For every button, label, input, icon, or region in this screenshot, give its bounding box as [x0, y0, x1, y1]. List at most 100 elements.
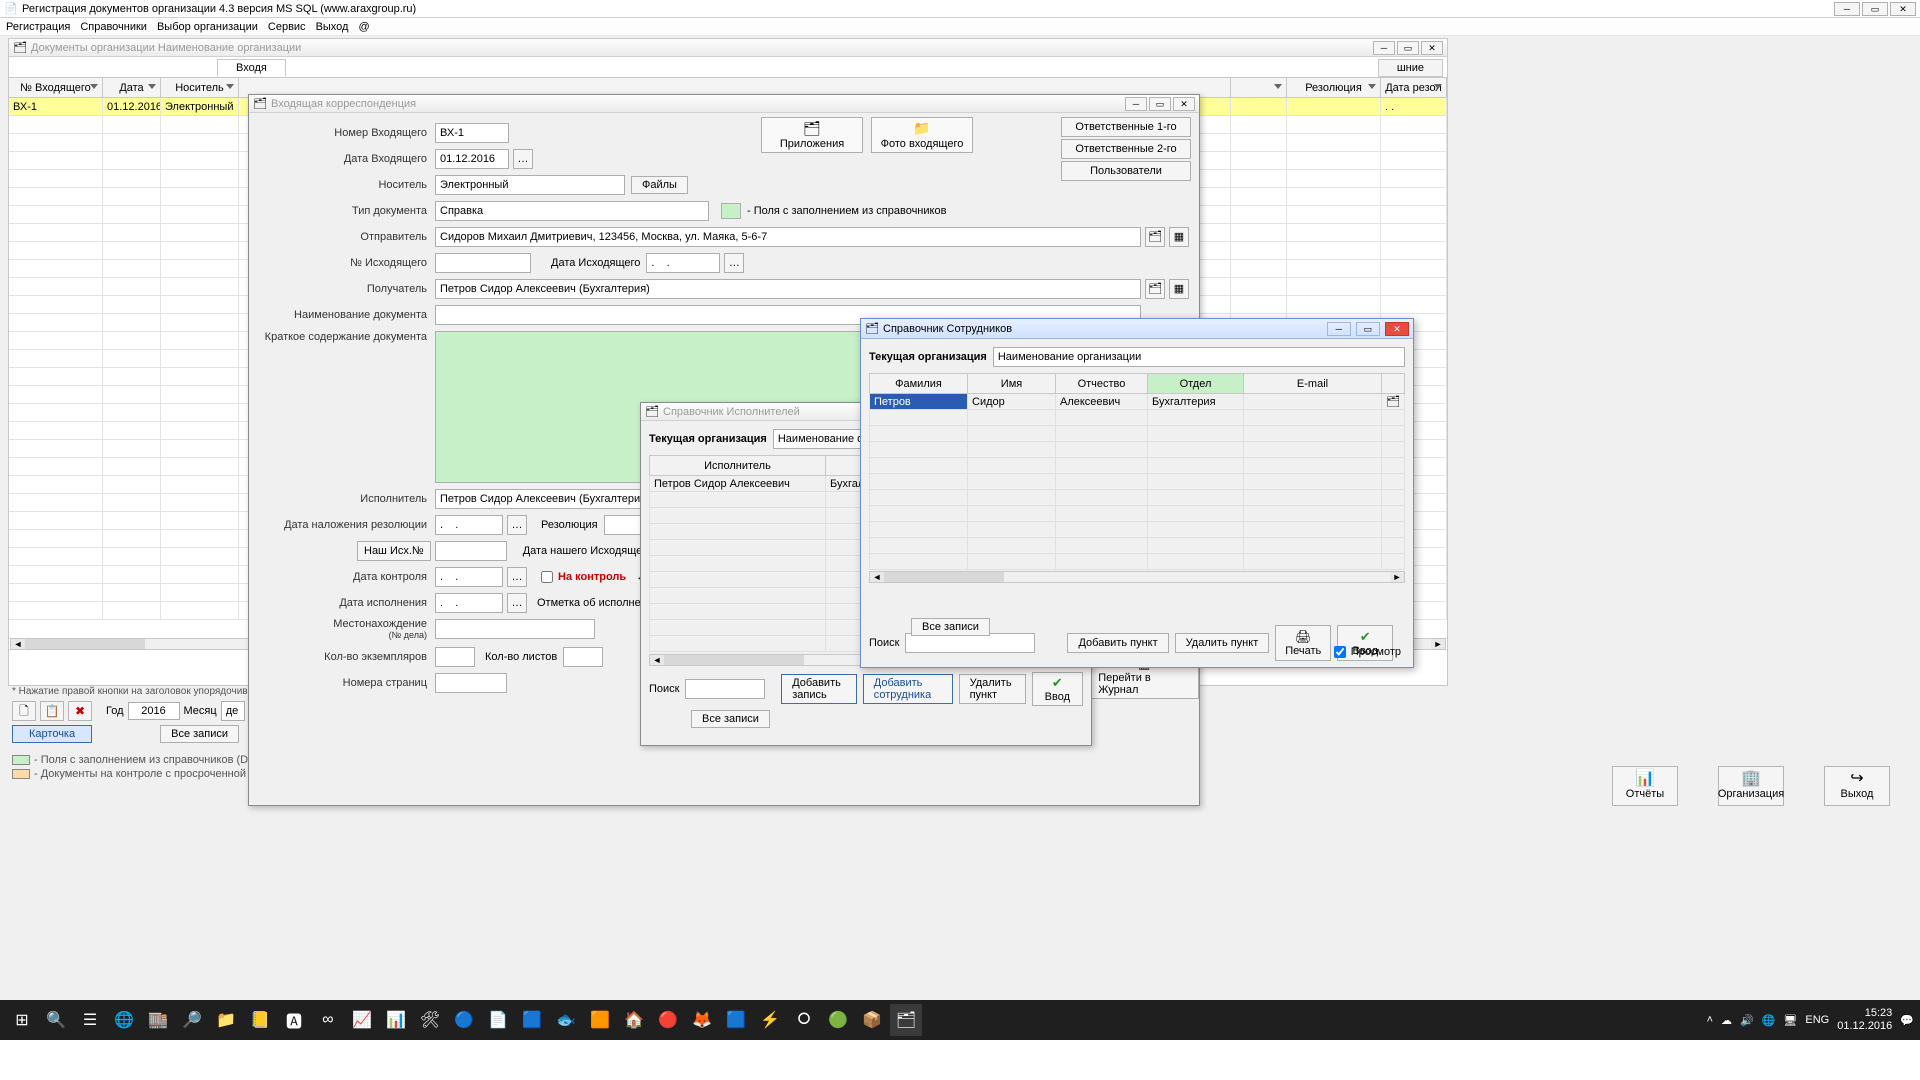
- hscroll-thumb[interactable]: [25, 639, 145, 649]
- emp-delete-button[interactable]: Удалить пункт: [1175, 633, 1270, 653]
- ppt-icon[interactable]: 📊: [380, 1004, 412, 1036]
- date-input[interactable]: [435, 149, 509, 169]
- copy-doc-button[interactable]: 📋: [40, 701, 64, 721]
- carrier-input[interactable]: [435, 175, 625, 195]
- emp-add-button[interactable]: Добавить пункт: [1067, 633, 1168, 653]
- recipient-lookup1-button[interactable]: 🗂: [1145, 279, 1165, 299]
- ctrl-date-input[interactable]: [435, 567, 503, 587]
- outnum-input[interactable]: [435, 253, 531, 273]
- open-card-button[interactable]: Карточка: [12, 725, 92, 743]
- exec-col-executor[interactable]: Исполнитель: [650, 456, 826, 476]
- menu-directories[interactable]: Справочники: [80, 21, 147, 33]
- on-control-checkbox[interactable]: На контроль: [537, 568, 626, 586]
- new-doc-button[interactable]: 🗋: [12, 701, 36, 721]
- edge-icon[interactable]: 🌐: [108, 1004, 140, 1036]
- tab-other[interactable]: шние: [1378, 59, 1443, 77]
- users-button[interactable]: Пользователи: [1061, 161, 1191, 181]
- store-icon[interactable]: 🏬: [142, 1004, 174, 1036]
- emp-maximize[interactable]: ▭: [1356, 322, 1380, 336]
- emp-hscroll-left[interactable]: ◄: [870, 572, 884, 582]
- emp-col-email[interactable]: E-mail: [1244, 374, 1382, 394]
- mag-icon[interactable]: 🔎: [176, 1004, 208, 1036]
- exec-date-picker-button[interactable]: …: [507, 593, 527, 613]
- exec-enter-button[interactable]: ✔ Ввод: [1032, 672, 1083, 706]
- emp-col-patronymic[interactable]: Отчество: [1056, 374, 1148, 394]
- sender-input[interactable]: [435, 227, 1141, 247]
- month-input[interactable]: [221, 701, 245, 721]
- sheets-input[interactable]: [563, 647, 603, 667]
- tray-battery-icon[interactable]: 🖥: [1783, 1014, 1797, 1027]
- year-input[interactable]: [128, 702, 180, 720]
- system-tray[interactable]: ˄ ☁ 🔊 🌐 🖥 ENG 15:23 01.12.2016 💬: [1707, 1007, 1914, 1033]
- excel-icon[interactable]: 📈: [346, 1004, 378, 1036]
- recipient-input[interactable]: [435, 279, 1141, 299]
- explorer-icon[interactable]: 📁: [210, 1004, 242, 1036]
- task-view-icon[interactable]: ☰: [74, 1004, 106, 1036]
- menu-exit[interactable]: Выход: [316, 21, 349, 33]
- delete-doc-button[interactable]: ✖: [68, 701, 92, 721]
- app6-icon[interactable]: 🟢: [822, 1004, 854, 1036]
- all-records-button[interactable]: Все записи: [160, 725, 239, 743]
- app5-icon[interactable]: ⚡: [754, 1004, 786, 1036]
- app-maximize[interactable]: ▭: [1862, 2, 1888, 16]
- hscroll-left[interactable]: ◄: [11, 639, 25, 649]
- responsibles-2-button[interactable]: Ответственные 2-го уровня: [1061, 139, 1191, 159]
- resdate-input[interactable]: [435, 515, 503, 535]
- menu-service[interactable]: Сервис: [268, 21, 306, 33]
- exec-hscroll-left[interactable]: ◄: [650, 655, 664, 665]
- tray-network-icon[interactable]: 🌐: [1762, 1014, 1776, 1027]
- num-input[interactable]: [435, 123, 509, 143]
- emp-print-button[interactable]: 🖨 Печать: [1275, 625, 1331, 661]
- emp-col-lastname[interactable]: Фамилия: [870, 374, 968, 394]
- emp-row-edit-button[interactable]: 🗂: [1386, 396, 1400, 408]
- col-incoming-num[interactable]: № Входящего: [9, 78, 103, 98]
- tray-lang[interactable]: ENG: [1805, 1014, 1829, 1026]
- exec-search-input[interactable]: [685, 679, 765, 699]
- menu-select-org[interactable]: Выбор организации: [157, 21, 258, 33]
- emp-minimize[interactable]: ─: [1327, 322, 1351, 336]
- app4-icon[interactable]: 🏠: [618, 1004, 650, 1036]
- mdi-docs-minimize[interactable]: ─: [1373, 41, 1395, 55]
- exec-all-records-button[interactable]: Все записи: [691, 710, 770, 728]
- location-input[interactable]: [435, 619, 595, 639]
- col-res-date[interactable]: Дата резол: [1381, 78, 1447, 98]
- exec-add-employee-button[interactable]: Добавить сотрудника: [863, 674, 953, 704]
- access-icon[interactable]: 🅰: [278, 1004, 310, 1036]
- app-minimize[interactable]: ─: [1834, 2, 1860, 16]
- card-minimize[interactable]: ─: [1125, 97, 1147, 111]
- pages-input[interactable]: [435, 673, 507, 693]
- xdk-icon[interactable]: 🟦: [720, 1004, 752, 1036]
- emp-hscroll-right[interactable]: ►: [1390, 572, 1404, 582]
- tray-clock[interactable]: 15:23 01.12.2016: [1837, 1007, 1892, 1033]
- card-maximize[interactable]: ▭: [1149, 97, 1171, 111]
- sender-lookup2-button[interactable]: ▦: [1169, 227, 1189, 247]
- photo-button[interactable]: 📁 Фото входящего: [871, 117, 973, 153]
- exec-delete-button[interactable]: Удалить пункт: [959, 674, 1026, 704]
- menu-registration[interactable]: Регистрация: [6, 21, 70, 33]
- search-icon[interactable]: 🔍: [40, 1004, 72, 1036]
- exec-add-record-button[interactable]: Добавить запись: [781, 674, 857, 704]
- responsibles-1-button[interactable]: Ответственные 1-го уровня: [1061, 117, 1191, 137]
- attachments-button[interactable]: 🗂 Приложения: [761, 117, 863, 153]
- outdate-input[interactable]: [646, 253, 720, 273]
- resdate-picker-button[interactable]: …: [507, 515, 527, 535]
- emp-preview-checkbox[interactable]: Просмотр: [1330, 643, 1401, 661]
- our-out-input[interactable]: [435, 541, 507, 561]
- emp-org-input[interactable]: [993, 347, 1405, 367]
- tab-incoming[interactable]: Входя: [217, 59, 286, 77]
- tray-volume-icon[interactable]: 🔊: [1740, 1014, 1754, 1027]
- date-picker-button[interactable]: …: [513, 149, 533, 169]
- files-button[interactable]: Файлы: [631, 176, 688, 194]
- tool-icon[interactable]: 🛠: [414, 1004, 446, 1036]
- firefox-icon[interactable]: 🦊: [686, 1004, 718, 1036]
- emp-search-input[interactable]: [905, 633, 1035, 653]
- mdi-docs-maximize[interactable]: ▭: [1397, 41, 1419, 55]
- copies-input[interactable]: [435, 647, 475, 667]
- emp-hscroll-thumb[interactable]: [884, 572, 1004, 582]
- tray-up-icon[interactable]: ˄: [1707, 1014, 1713, 1026]
- sender-lookup1-button[interactable]: 🗂: [1145, 227, 1165, 247]
- tray-cloud-icon[interactable]: ☁: [1721, 1014, 1732, 1027]
- app2-icon[interactable]: 🐟: [550, 1004, 582, 1036]
- onenote-icon[interactable]: 📒: [244, 1004, 276, 1036]
- emp-close[interactable]: ✕: [1385, 322, 1409, 336]
